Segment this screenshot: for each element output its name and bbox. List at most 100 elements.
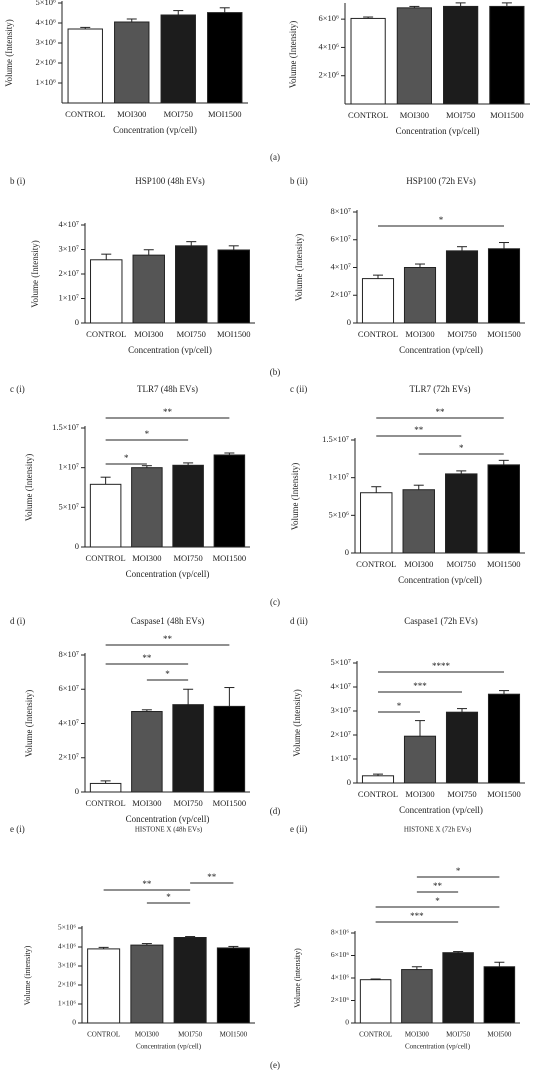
- significance-label: *: [124, 453, 129, 463]
- x-axis-label: Concentration (vp/cell): [398, 575, 482, 585]
- bar: [131, 711, 163, 793]
- y-tick-label: 2×10⁷: [58, 268, 79, 278]
- x-tick-label: MOI1500: [487, 789, 521, 799]
- bar: [132, 254, 165, 324]
- y-axis-label: Volume (Intensity): [294, 234, 304, 302]
- y-tick-label: 0: [75, 317, 79, 327]
- y-axis-label: Volume (intensity): [23, 945, 32, 1005]
- y-tick-label: 6×10⁷: [58, 683, 79, 693]
- x-tick-label: MOI1500: [217, 329, 251, 339]
- significance-label: **: [142, 653, 152, 663]
- y-tick-label: 1.5×10⁷: [322, 434, 349, 444]
- x-axis-label: Concentration (vp/cell): [128, 345, 212, 355]
- x-tick-label: MOI1500: [220, 1031, 248, 1039]
- panel-label: e (i): [10, 824, 25, 834]
- y-tick-label: 5×10⁷: [58, 501, 79, 511]
- y-tick-label: 4×10⁶: [35, 17, 56, 27]
- panel-label: e (ii): [290, 824, 307, 834]
- x-tick-label: CONTROL: [358, 329, 398, 339]
- y-tick-label: 1×10⁶: [35, 77, 56, 87]
- x-axis-label: Concentration (vp/cell): [126, 569, 210, 579]
- x-tick-label: MOI750: [447, 329, 476, 339]
- y-tick-label: 6×10⁶: [318, 13, 339, 23]
- bar: [360, 492, 393, 554]
- bar: [442, 952, 474, 1024]
- bar: [396, 7, 432, 105]
- x-tick-label: MOI300: [132, 553, 161, 563]
- y-tick-label: 3×10⁶: [58, 961, 76, 970]
- significance-label: *: [459, 443, 464, 453]
- x-tick-label: MOI300: [400, 110, 429, 120]
- y-tick-label: 0: [75, 786, 79, 796]
- y-tick-label: 6×10⁶: [331, 950, 349, 959]
- y-axis-label: Volume (Intensity): [24, 690, 34, 758]
- significance-label: ***: [410, 911, 424, 921]
- significance-label: *: [439, 215, 444, 225]
- x-axis-label: Concentration (vp/cell): [399, 805, 483, 815]
- y-tick-label: 2×10⁶: [318, 70, 339, 80]
- significance-label: *: [435, 896, 440, 906]
- figure-label: (e): [270, 1060, 280, 1070]
- significance-label: *: [165, 669, 170, 679]
- x-tick-label: MOI1500: [487, 559, 521, 569]
- panel-label: c (ii): [290, 384, 307, 394]
- panel-label: c (i): [10, 384, 25, 394]
- panel-label: b (i): [10, 176, 25, 186]
- chart-title: HSP100 (72h EVs): [406, 176, 476, 186]
- bar: [173, 937, 207, 1024]
- y-tick-label: 4×10⁷: [330, 681, 351, 691]
- bar: [445, 473, 478, 554]
- y-tick-label: 0: [345, 547, 349, 557]
- y-axis-label: Volume (Intensity): [24, 454, 34, 522]
- y-tick-label: 4×10⁷: [58, 219, 79, 229]
- bar: [403, 735, 437, 784]
- y-tick-label: 6×10⁷: [330, 234, 351, 244]
- y-tick-label: 2×10⁷: [330, 289, 351, 299]
- chart-title: HISTONE X (72h EVs): [404, 826, 472, 834]
- significance-label: **: [433, 881, 443, 891]
- bar: [89, 782, 122, 793]
- y-tick-label: 5×10⁶: [35, 0, 56, 7]
- significance-label: **: [414, 425, 424, 435]
- x-tick-label: MOI750: [173, 553, 202, 563]
- y-tick-label: 1×10⁷: [58, 292, 79, 302]
- significance-label: ****: [432, 661, 451, 671]
- y-tick-label: 2×10⁷: [330, 729, 351, 739]
- x-tick-label: MOI750: [164, 109, 193, 119]
- significance-label: ***: [413, 681, 427, 691]
- y-tick-label: 1×10⁶: [58, 999, 76, 1008]
- bar: [160, 14, 196, 104]
- y-tick-label: 1×10⁷: [58, 462, 79, 472]
- x-tick-label: MOI1500: [208, 109, 242, 119]
- bar: [403, 267, 437, 324]
- y-tick-label: 8×10⁶: [331, 928, 349, 937]
- figure-label: (d): [270, 806, 281, 816]
- x-tick-label: MOI300: [135, 1031, 160, 1039]
- y-tick-label: 0: [72, 1018, 76, 1027]
- y-tick-label: 1×10⁷: [330, 753, 351, 763]
- x-tick-label: MOI750: [447, 789, 476, 799]
- x-tick-label: MOI1500: [490, 110, 524, 120]
- bar: [87, 948, 121, 1024]
- y-tick-label: 2×10⁷: [58, 752, 79, 762]
- x-axis-label: Concentration (vp/cell): [113, 125, 197, 135]
- x-axis-label: Concentration (vp/cell): [405, 1043, 471, 1051]
- y-axis-label: Volume (intensity): [293, 948, 302, 1008]
- significance-label: **: [163, 407, 173, 417]
- significance-label: *: [456, 866, 461, 876]
- y-tick-label: 5×10⁶: [58, 923, 76, 932]
- significance-label: *: [166, 892, 171, 902]
- y-tick-label: 2×10⁶: [58, 980, 76, 989]
- x-tick-label: CONTROL: [87, 1031, 120, 1039]
- y-axis-label: Volume (Intensity): [4, 19, 14, 87]
- x-tick-label: CONTROL: [359, 1031, 392, 1039]
- x-tick-label: MOI300: [132, 798, 161, 808]
- significance-label: **: [142, 879, 152, 889]
- y-tick-label: 4×10⁶: [331, 973, 349, 982]
- x-tick-label: CONTROL: [86, 553, 126, 563]
- panel-label: d (ii): [290, 616, 308, 626]
- bar: [361, 278, 395, 324]
- x-tick-label: CONTROL: [65, 109, 105, 119]
- bar: [487, 693, 521, 784]
- y-tick-label: 0: [347, 317, 351, 327]
